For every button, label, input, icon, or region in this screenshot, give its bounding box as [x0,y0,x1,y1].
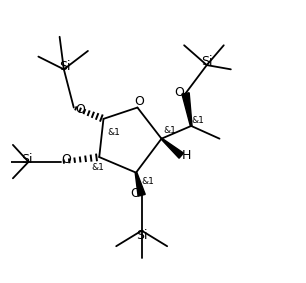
Text: O: O [174,86,184,99]
Text: O: O [62,153,72,166]
Polygon shape [161,138,184,158]
Text: &1: &1 [91,163,104,172]
Text: Si: Si [21,153,33,166]
Text: &1: &1 [163,126,177,135]
Text: &1: &1 [192,116,205,125]
Text: O: O [75,103,85,116]
Text: O: O [130,186,140,200]
Text: O: O [134,95,144,108]
Text: Si: Si [59,60,70,73]
Polygon shape [182,93,192,126]
Text: Si: Si [202,55,213,68]
Text: &1: &1 [107,128,120,137]
Text: &1: &1 [141,177,154,186]
Text: Si: Si [136,229,147,242]
Text: H: H [182,149,191,162]
Polygon shape [135,172,145,196]
